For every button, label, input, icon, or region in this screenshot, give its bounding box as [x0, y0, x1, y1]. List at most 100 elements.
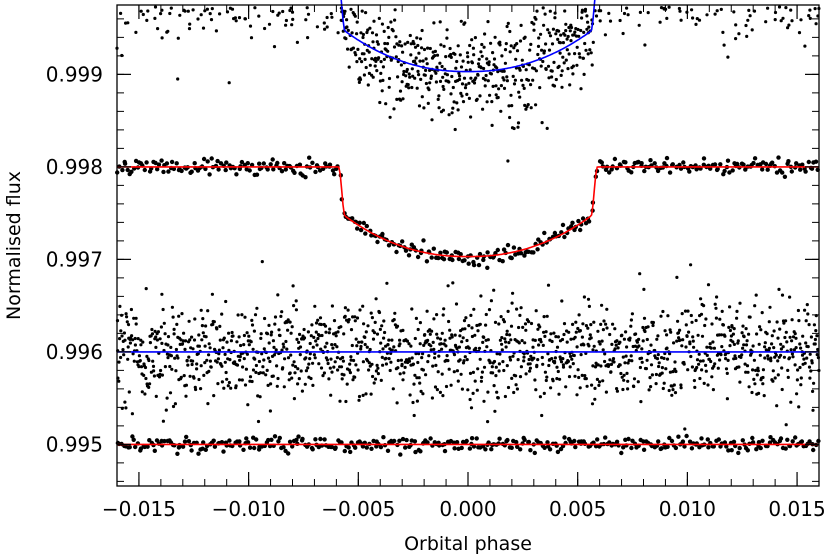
data-point — [119, 11, 123, 15]
data-point — [465, 92, 469, 96]
data-point — [343, 314, 347, 318]
data-point — [476, 73, 480, 77]
data-point — [445, 36, 449, 40]
data-point — [480, 370, 484, 374]
data-point — [393, 311, 397, 315]
data-point — [429, 74, 433, 78]
data-point — [275, 384, 279, 388]
data-point — [328, 366, 332, 370]
data-point — [153, 5, 158, 9]
data-point — [550, 42, 555, 46]
data-point — [226, 384, 230, 388]
data-point — [152, 448, 157, 453]
data-point — [176, 36, 180, 40]
data-point — [248, 375, 253, 379]
data-point — [518, 39, 523, 43]
data-point — [387, 357, 391, 361]
data-point — [153, 329, 157, 333]
data-point — [523, 322, 528, 326]
data-point — [287, 439, 293, 444]
data-point — [553, 356, 558, 360]
data-point — [141, 12, 145, 17]
data-point — [145, 444, 150, 449]
data-point — [338, 399, 342, 403]
data-point — [680, 344, 684, 348]
data-point — [669, 438, 675, 444]
data-point — [558, 41, 563, 45]
data-point — [425, 440, 430, 445]
data-point — [293, 371, 297, 375]
data-point — [392, 438, 397, 444]
data-point — [683, 427, 687, 431]
data-point — [729, 448, 734, 453]
data-point — [207, 172, 212, 177]
x-tick-label: −0.005 — [321, 497, 395, 521]
axis-ticks — [116, 5, 820, 486]
data-point — [813, 7, 817, 11]
data-point — [438, 390, 442, 394]
data-point — [246, 403, 250, 407]
data-point — [763, 356, 767, 360]
data-point — [667, 435, 672, 441]
data-point — [452, 370, 456, 374]
data-point — [298, 353, 302, 357]
data-point — [357, 394, 362, 399]
data-point — [518, 447, 523, 452]
data-point — [691, 339, 695, 343]
data-point — [751, 160, 756, 166]
data-point — [558, 377, 562, 381]
data-point — [375, 332, 380, 336]
y-tick-label: 0.999 — [46, 62, 103, 86]
data-point — [416, 69, 420, 73]
data-point — [410, 307, 414, 311]
data-point — [254, 363, 258, 368]
data-point — [386, 49, 390, 53]
data-point — [406, 40, 410, 45]
data-point — [398, 89, 403, 93]
data-point — [809, 369, 813, 373]
data-point — [157, 375, 162, 379]
data-point — [145, 354, 149, 358]
data-point — [407, 86, 411, 90]
data-point — [726, 55, 730, 59]
data-point — [494, 84, 498, 88]
x-axis-label: Orbital phase — [404, 533, 532, 554]
data-point — [465, 358, 469, 362]
data-point — [637, 344, 641, 348]
data-point — [739, 355, 743, 359]
data-point — [544, 42, 548, 46]
data-point — [407, 359, 412, 363]
data-point — [308, 357, 312, 361]
data-point — [138, 359, 142, 363]
data-point — [582, 295, 587, 299]
data-point — [365, 30, 369, 35]
data-point — [418, 37, 423, 41]
data-point — [746, 18, 750, 22]
data-point — [306, 366, 310, 370]
data-point — [568, 365, 572, 369]
data-point — [625, 6, 629, 10]
data-point — [692, 379, 697, 383]
data-point — [253, 357, 257, 361]
data-point — [687, 439, 693, 444]
data-point — [641, 325, 645, 330]
data-point — [347, 65, 351, 69]
data-point — [542, 49, 547, 53]
data-point — [524, 328, 528, 332]
data-point — [586, 326, 590, 330]
data-point — [477, 346, 482, 350]
data-point — [744, 327, 748, 331]
data-point — [282, 161, 287, 166]
data-point — [159, 325, 163, 329]
data-point — [810, 361, 814, 365]
data-point — [505, 79, 509, 83]
data-point — [457, 71, 461, 75]
data-point — [523, 341, 527, 345]
data-point — [247, 445, 253, 450]
data-point — [750, 440, 756, 445]
data-point — [811, 389, 815, 393]
data-point — [277, 328, 281, 332]
data-point — [715, 295, 719, 299]
data-point — [508, 115, 512, 120]
data-point — [798, 365, 802, 370]
